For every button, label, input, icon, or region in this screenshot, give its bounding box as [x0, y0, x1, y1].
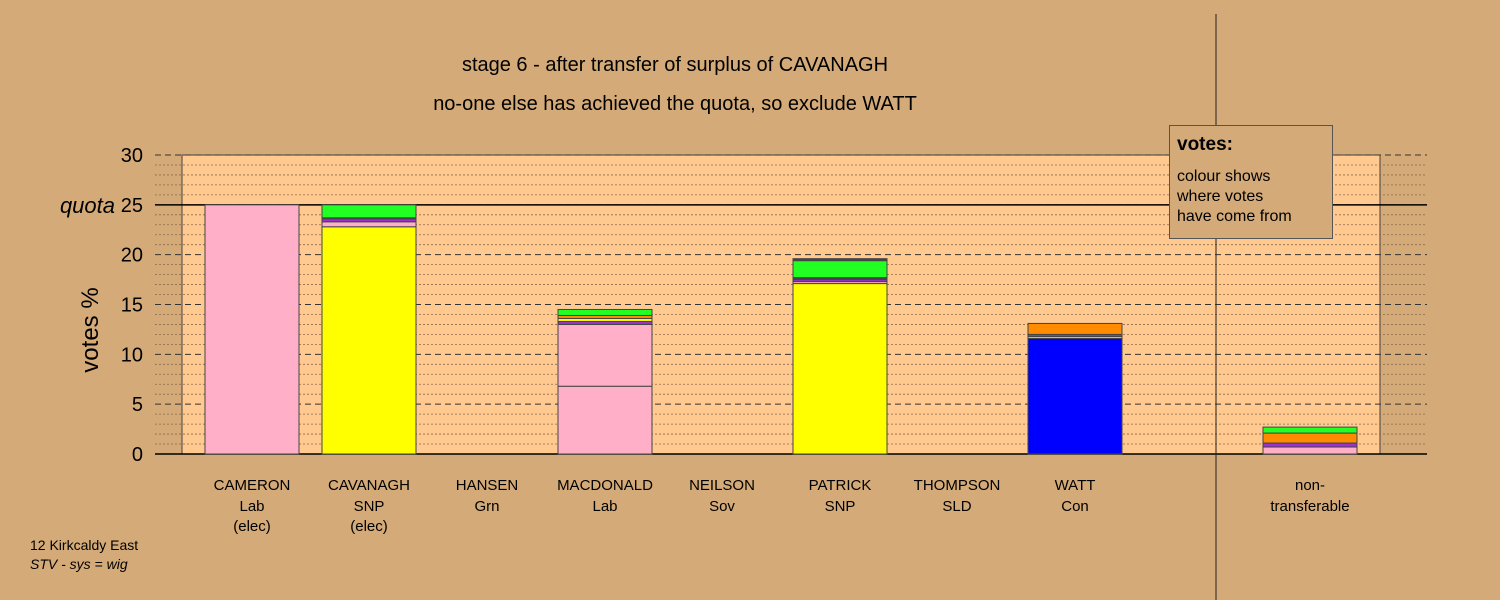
footer-ward: 12 Kirkcaldy East [30, 537, 139, 553]
y-tick-label: 15 [121, 295, 143, 317]
legend-line-3: have come from [1177, 208, 1292, 225]
y-tick-label: 30 [121, 145, 143, 167]
legend-line-1: colour shows [1177, 168, 1271, 185]
y-axis-label: votes % [77, 287, 104, 372]
bar-patrick-segment [792, 283, 888, 455]
x-tick-label-note: (elec) [233, 518, 271, 535]
bar-nontransferable-segment [1262, 426, 1358, 434]
legend-line-2: where votes [1177, 188, 1264, 205]
x-tick-label-name: CAVANAGH [328, 477, 410, 494]
x-tick-label-party: Con [1061, 498, 1089, 515]
bar-nontransferable-segment [1262, 442, 1358, 448]
y-tick-label: 10 [121, 344, 143, 366]
x-tick-label-name: MACDONALD [557, 477, 653, 494]
bar-macdonald-segment [557, 308, 653, 316]
bar-macdonald-segment [557, 323, 653, 387]
x-tick-label-party: Lab [239, 498, 264, 515]
x-tick-label-party: SLD [942, 498, 971, 515]
chart-subtitle: no-one else has achieved the quota, so e… [433, 93, 917, 115]
y-tick-label: 0 [132, 444, 143, 466]
footer-system: STV - sys = wig [30, 556, 128, 572]
bar-patrick-segment [792, 260, 888, 279]
quota-label: quota [60, 193, 115, 218]
x-tick-label-party: SNP [825, 498, 856, 515]
x-tick-label-name: THOMPSON [914, 477, 1001, 494]
x-tick-label-name: HANSEN [456, 477, 519, 494]
x-tick-label-name: PATRICK [809, 477, 872, 494]
x-tick-label-party: SNP [354, 498, 385, 515]
x-tick-label-name: WATT [1055, 477, 1096, 494]
bar-cameron-segment [204, 204, 300, 455]
bar-nontransferable-segment [1262, 446, 1358, 455]
chart-title: stage 6 - after transfer of surplus of C… [461, 54, 889, 76]
x-tick-label-party: Sov [709, 498, 735, 515]
bar-watt-segment [1027, 337, 1123, 455]
bar-cavanagh-segment [321, 226, 417, 455]
bar-nontransferable-segment [1262, 432, 1358, 444]
bar-cavanagh-segment [321, 221, 417, 228]
bar-watt-segment [1027, 322, 1123, 335]
legend-box: votes: colour shows where votes have com… [1169, 125, 1333, 239]
y-tick-label: 25 [121, 195, 143, 217]
bar-macdonald-segment [557, 385, 653, 455]
x-tick-label-nontransferable-2: transferable [1270, 498, 1349, 515]
legend-title: votes: [1177, 134, 1233, 155]
y-tick-label: 5 [132, 394, 143, 416]
x-tick-label-party: Lab [592, 498, 617, 515]
y-tick-label: 20 [121, 245, 143, 267]
x-tick-label-note: (elec) [350, 518, 388, 535]
bar-cavanagh-segment [321, 204, 417, 219]
x-tick-label-nontransferable-1: non- [1295, 477, 1325, 494]
x-tick-label-name: NEILSON [689, 477, 755, 494]
x-tick-label-party: Grn [474, 498, 499, 515]
x-tick-label-name: CAMERON [214, 477, 291, 494]
bar-patrick-segment [792, 258, 888, 262]
